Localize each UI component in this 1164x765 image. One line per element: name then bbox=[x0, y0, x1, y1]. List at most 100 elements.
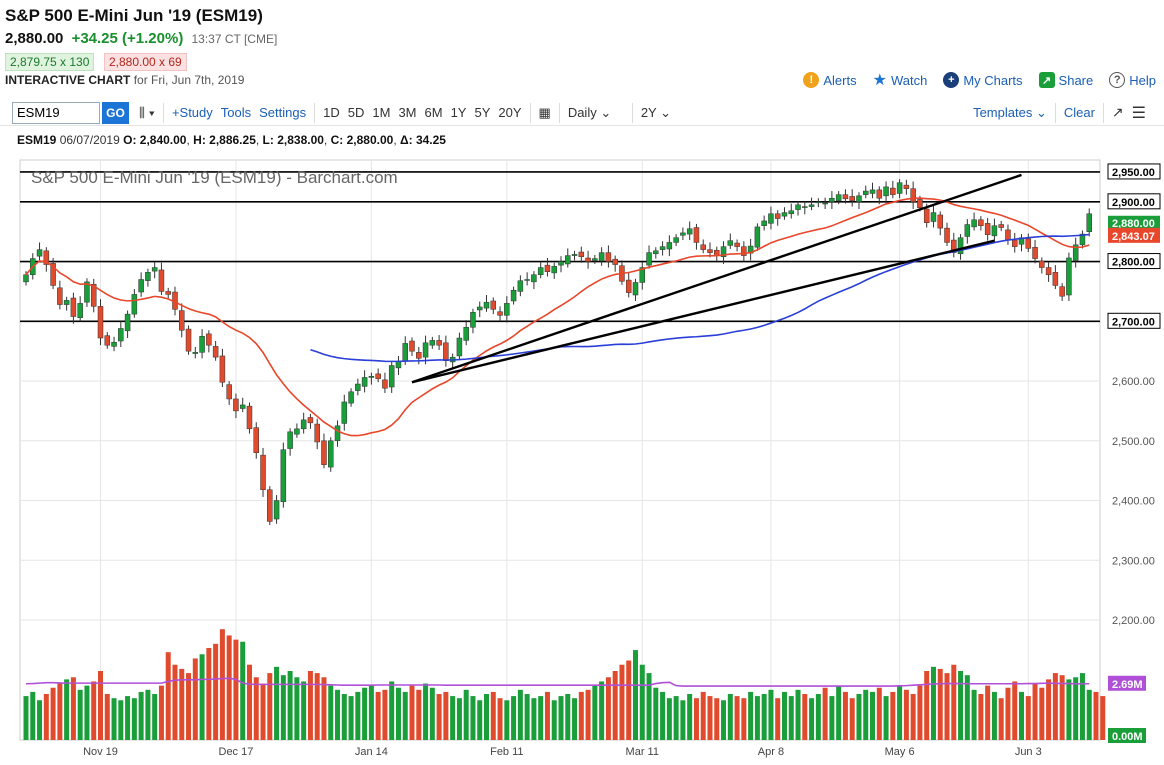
volume-bar bbox=[761, 694, 767, 740]
candle-body bbox=[802, 206, 808, 208]
period-5d[interactable]: 5D bbox=[347, 105, 365, 120]
candle-body bbox=[416, 352, 422, 359]
period-1y[interactable]: 1Y bbox=[450, 105, 467, 120]
volume-bar bbox=[788, 696, 794, 740]
price-change: +34.25 (+1.20%) bbox=[71, 30, 184, 47]
candle-body bbox=[287, 431, 293, 449]
volume-bar bbox=[314, 673, 320, 740]
interval-select[interactable]: Daily ⌄ bbox=[567, 104, 612, 120]
price-level-badge bbox=[1107, 253, 1161, 270]
candle-body bbox=[835, 194, 842, 201]
volume-bar bbox=[964, 675, 970, 740]
volume-bar bbox=[50, 687, 56, 740]
my-charts-button[interactable]: + My Charts bbox=[943, 70, 1023, 90]
volume-bar bbox=[436, 694, 442, 740]
templates-select[interactable]: Templates ⌄ bbox=[973, 104, 1047, 120]
volume-bar bbox=[978, 694, 984, 740]
volume-zero-badge bbox=[1108, 728, 1146, 743]
volume-bar bbox=[484, 694, 490, 740]
help-icon: ? bbox=[1109, 72, 1126, 88]
volume-bar bbox=[1039, 687, 1045, 740]
menu-icon[interactable]: ☰ bbox=[1131, 104, 1146, 122]
x-tick-label: Jan 14 bbox=[355, 746, 388, 758]
price-tick-label: 2,900.00 bbox=[1112, 197, 1155, 209]
period-1d[interactable]: 1D bbox=[323, 105, 340, 120]
candle-body bbox=[862, 190, 869, 195]
volume-bar bbox=[456, 698, 462, 740]
candle-body bbox=[212, 346, 219, 358]
candle-body bbox=[781, 212, 788, 217]
chart-type-icon[interactable]: ⫼ ▾ bbox=[139, 104, 155, 120]
candle-body bbox=[104, 335, 111, 346]
period-1m[interactable]: 1M bbox=[372, 105, 391, 120]
candle-body bbox=[876, 189, 883, 199]
volume-bar bbox=[470, 696, 476, 740]
price-tick-label: 2,500.00 bbox=[1112, 436, 1155, 448]
tools-button[interactable]: Tools bbox=[220, 105, 252, 120]
volume-bar bbox=[619, 664, 625, 740]
help-button[interactable]: ? Help bbox=[1109, 70, 1156, 90]
candle-body bbox=[145, 272, 151, 281]
period-20y[interactable]: 20Y bbox=[498, 105, 522, 120]
ohlc-line: ESM19 06/07/2019 O: 2,840.00, H: 2,886.2… bbox=[17, 133, 446, 147]
volume-bar bbox=[632, 650, 638, 740]
volume-bar bbox=[910, 694, 916, 740]
watch-button[interactable]: ★ Watch bbox=[872, 72, 928, 89]
expand-icon[interactable]: ↗ bbox=[1111, 104, 1124, 120]
volume-bar bbox=[666, 698, 672, 740]
period-6m[interactable]: 6M bbox=[424, 105, 443, 120]
volume-bar bbox=[531, 698, 537, 740]
settings-button[interactable]: Settings bbox=[259, 105, 307, 120]
chart-toolbar: GO ⫼ ▾ +Study Tools Settings 1D 5D 1M 3M… bbox=[0, 100, 1164, 126]
interactive-chart-label: INTERACTIVE CHART for Fri, Jun 7th, 2019 bbox=[5, 73, 245, 87]
candle-body bbox=[280, 449, 287, 502]
volume-bar bbox=[775, 698, 781, 740]
study-button[interactable]: +Study bbox=[171, 105, 213, 120]
candle-body bbox=[1086, 213, 1092, 232]
plus-circle-icon: + bbox=[943, 72, 960, 88]
x-tick-label: Dec 17 bbox=[219, 746, 254, 758]
price-volume-chart[interactable]: Nov 19 Dec 17 Jan 14 Feb 11 Mar 11 Apr 8 May 6… bbox=[0, 150, 1164, 762]
toolbar-divider bbox=[314, 102, 316, 123]
volume-bar bbox=[734, 696, 740, 740]
candle-body bbox=[253, 427, 260, 453]
candle-body bbox=[436, 340, 442, 346]
volume-bar bbox=[930, 666, 936, 740]
candle-body bbox=[118, 328, 124, 342]
volume-bar bbox=[389, 681, 395, 740]
candle-body bbox=[361, 377, 368, 387]
clear-button[interactable]: Clear bbox=[1063, 105, 1095, 120]
range-select[interactable]: 2Y ⌄ bbox=[640, 104, 671, 120]
volume-bar bbox=[138, 691, 144, 740]
bid-badge: 2,879.75 x 130 bbox=[5, 53, 95, 71]
period-5y[interactable]: 5Y bbox=[474, 105, 491, 120]
volume-bar bbox=[998, 698, 1004, 740]
candle-body bbox=[768, 213, 774, 224]
moving-average-50-line bbox=[25, 197, 1090, 437]
volume-bar bbox=[1086, 689, 1092, 740]
share-button[interactable]: ↗ Share bbox=[1038, 70, 1093, 90]
volume-bar bbox=[307, 671, 313, 740]
calendar-icon[interactable]: ▦ bbox=[538, 104, 551, 120]
volume-bar bbox=[111, 698, 117, 740]
candle-body bbox=[686, 228, 693, 235]
symbol-input[interactable] bbox=[12, 101, 100, 124]
go-button[interactable]: GO bbox=[102, 101, 129, 124]
candle-body bbox=[273, 500, 280, 520]
volume-bar bbox=[402, 691, 408, 740]
volume-bar bbox=[660, 691, 666, 740]
candle-body bbox=[978, 219, 984, 226]
alerts-button[interactable]: ! Alerts bbox=[803, 70, 857, 90]
toolbar-divider bbox=[631, 102, 633, 123]
ask-badge: 2,880.00 x 69 bbox=[104, 53, 187, 71]
candle-body bbox=[971, 219, 977, 228]
volume-bar bbox=[1005, 687, 1011, 740]
volume-bar bbox=[395, 687, 401, 740]
volume-bar bbox=[416, 689, 422, 740]
candle-body bbox=[341, 401, 348, 424]
price-level-badge bbox=[1107, 312, 1161, 329]
candle-body bbox=[565, 255, 571, 265]
candle-body bbox=[260, 454, 266, 491]
candle-body bbox=[77, 303, 83, 318]
period-3m[interactable]: 3M bbox=[398, 105, 417, 120]
